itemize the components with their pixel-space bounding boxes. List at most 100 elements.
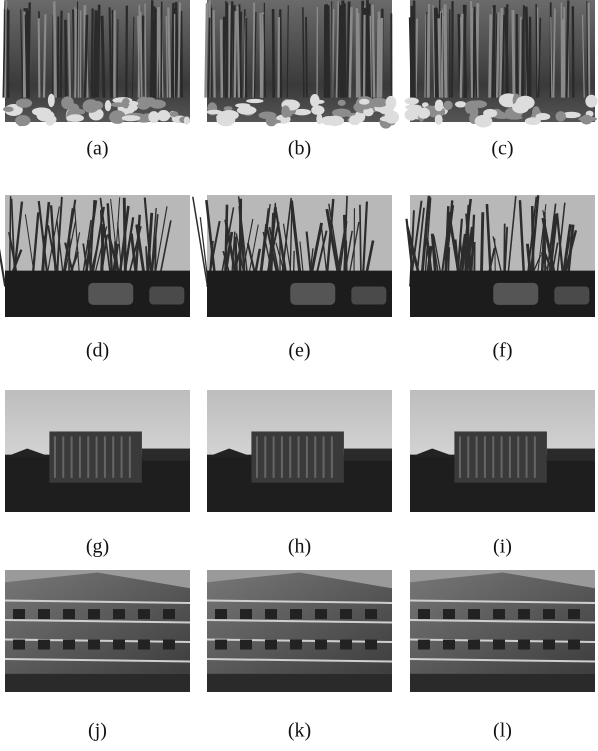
window (290, 640, 302, 650)
rock (49, 116, 56, 123)
window (493, 609, 505, 619)
rock (581, 115, 593, 125)
tree-right (547, 449, 595, 461)
car (493, 283, 538, 305)
window (113, 640, 125, 650)
photo-panel (407, 195, 595, 317)
panel-label: (i) (493, 536, 512, 558)
branch (0, 232, 5, 287)
rock (417, 108, 430, 119)
window (418, 640, 430, 650)
rock (405, 104, 422, 110)
window (443, 609, 455, 619)
rock (359, 99, 370, 105)
car (88, 283, 133, 305)
rock (67, 114, 84, 122)
tree (368, 9, 370, 98)
window (240, 640, 252, 650)
tree (145, 3, 146, 97)
rock (129, 101, 139, 106)
rock (338, 100, 346, 106)
rock (475, 115, 493, 128)
rock (555, 111, 565, 121)
tree (373, 5, 375, 98)
rock (585, 95, 597, 108)
tree (526, 7, 528, 98)
rock (384, 111, 399, 124)
tree (280, 9, 281, 97)
window (265, 609, 277, 619)
panel-label: (f) (493, 340, 513, 362)
rock (184, 116, 190, 124)
tree (181, 11, 182, 98)
photo-panel (5, 390, 190, 512)
window (340, 609, 352, 619)
photo-panel (207, 570, 392, 692)
tree (497, 13, 498, 98)
rock (525, 117, 541, 125)
window (568, 609, 580, 619)
branch (193, 197, 208, 287)
tree (364, 15, 365, 98)
window (13, 609, 25, 619)
photo-panel (207, 390, 392, 512)
window (365, 640, 377, 650)
rock (325, 116, 344, 126)
photo-panel (3, 0, 190, 126)
tree (381, 18, 382, 98)
car (149, 287, 184, 305)
figure: (a)(b)(c)(d)(e)(f)(g)(h)(i)(j)(k)(l) (0, 0, 598, 746)
tree (65, 20, 66, 98)
panel-label: (h) (288, 536, 311, 558)
window (13, 640, 25, 650)
photo-panel (5, 570, 190, 692)
window (468, 609, 480, 619)
rock (512, 102, 529, 114)
panel-label: (l) (493, 720, 512, 742)
panel-label: (g) (86, 536, 109, 558)
rock (435, 114, 443, 124)
tree (211, 8, 212, 98)
tree (523, 5, 524, 97)
rock (38, 112, 48, 119)
rock (386, 96, 397, 110)
window (518, 609, 530, 619)
window (215, 609, 227, 619)
tree (69, 13, 70, 98)
car (351, 287, 386, 305)
window (290, 609, 302, 619)
window (88, 640, 100, 650)
rock (122, 115, 141, 121)
window (215, 640, 227, 650)
tree (471, 1, 472, 98)
tree (126, 6, 127, 98)
tree (426, 12, 427, 98)
tree (262, 13, 263, 98)
window (38, 640, 50, 650)
tree (223, 17, 224, 98)
window (138, 640, 150, 650)
tree (117, 19, 118, 97)
rock (311, 105, 324, 115)
tree (235, 11, 236, 98)
panel-label: (a) (86, 138, 108, 160)
rock (136, 97, 151, 110)
tree (563, 19, 564, 97)
rock (435, 102, 443, 111)
tree (358, 13, 359, 98)
car (290, 283, 335, 305)
window (315, 609, 327, 619)
tree (39, 18, 40, 97)
tree (435, 8, 436, 98)
tree (345, 3, 346, 97)
rock (3, 106, 14, 112)
tree (306, 17, 307, 98)
tree (141, 11, 142, 97)
tree (439, 18, 440, 97)
car (554, 287, 589, 305)
tree (229, 5, 230, 98)
rock (316, 114, 322, 125)
tree (138, 5, 139, 98)
window (63, 609, 75, 619)
panel-label: (e) (288, 340, 310, 362)
